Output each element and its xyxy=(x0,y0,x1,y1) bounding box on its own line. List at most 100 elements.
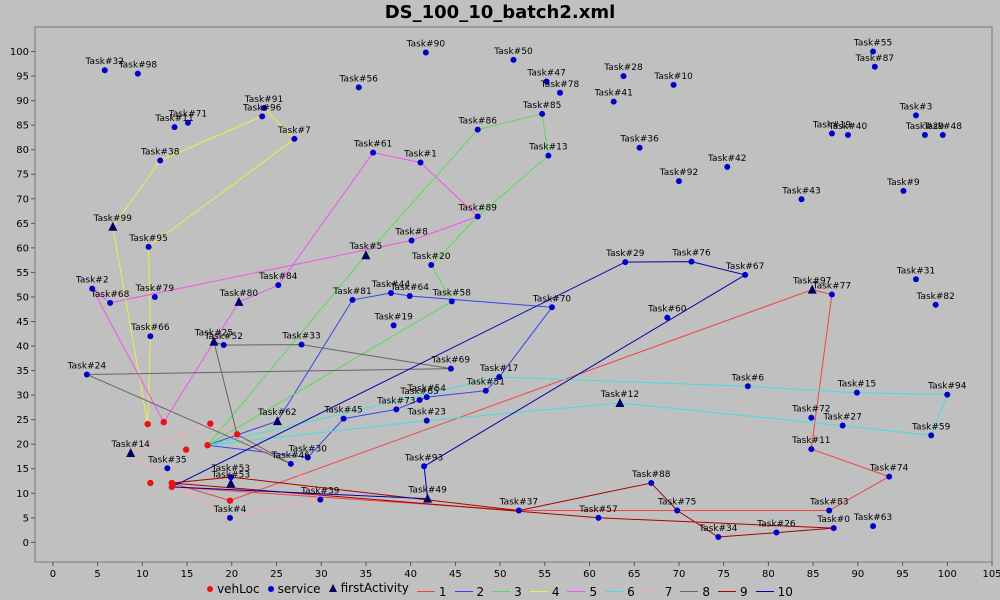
point-label: Task#96 xyxy=(242,103,282,113)
y-tick-label: 25 xyxy=(16,415,29,426)
point-label: Task#35 xyxy=(147,455,186,465)
point-label: Task#0 xyxy=(816,515,850,525)
x-tick-label: 60 xyxy=(583,569,596,580)
legend-label: service xyxy=(277,582,321,596)
x-tick-label: 70 xyxy=(673,569,686,580)
service-point xyxy=(539,110,546,117)
service-point xyxy=(636,144,643,151)
point-label: Task#27 xyxy=(822,413,861,423)
point-label: Task#46 xyxy=(271,451,311,461)
legend-item: 4 xyxy=(529,585,559,599)
service-point xyxy=(932,301,939,308)
service-point xyxy=(664,314,671,321)
point-label: Task#80 xyxy=(219,289,259,299)
point-label: Task#41 xyxy=(593,89,632,99)
point-label: Task#68 xyxy=(90,290,130,300)
legend-label: 3 xyxy=(514,584,522,599)
point-label: Task#13 xyxy=(528,143,567,153)
service-point xyxy=(260,104,267,111)
first-activity-point xyxy=(361,250,371,260)
service-point xyxy=(304,454,311,461)
y-tick-label: 95 xyxy=(16,72,29,83)
first-activity-point xyxy=(234,296,244,306)
service-point xyxy=(515,507,522,514)
point-label: Task#64 xyxy=(390,283,430,293)
legend-item: 9 xyxy=(718,585,748,599)
point-label: Task#97 xyxy=(792,277,831,287)
legend-item: 3 xyxy=(492,585,522,599)
service-point xyxy=(482,387,489,394)
service-point xyxy=(421,463,428,470)
point-label: Task#33 xyxy=(281,332,320,342)
service-point xyxy=(259,113,266,120)
service-point xyxy=(145,243,152,250)
x-tick-label: 45 xyxy=(449,569,462,580)
legend-line-symbol xyxy=(529,591,548,592)
service-point xyxy=(674,507,681,514)
legend-dot-symbol xyxy=(207,586,214,592)
point-label: Task#89 xyxy=(458,203,498,213)
legend-label: 5 xyxy=(589,584,598,599)
vehicle-location-point xyxy=(160,418,167,426)
point-label: Task#37 xyxy=(499,497,538,507)
point-label: Task#69 xyxy=(431,356,471,366)
legend-label: 6 xyxy=(627,584,635,599)
service-point xyxy=(89,285,96,292)
service-point xyxy=(423,417,430,424)
point-label: Task#26 xyxy=(756,520,796,530)
service-point xyxy=(83,371,90,378)
point-label: Task#29 xyxy=(605,249,645,259)
point-label: Task#25 xyxy=(194,329,233,339)
point-label: Task#32 xyxy=(85,57,124,67)
legend-line-symbol xyxy=(642,591,661,592)
point-label: Task#10 xyxy=(653,72,693,82)
first-activity-point xyxy=(423,493,433,503)
x-tick-label: 90 xyxy=(851,569,864,580)
legend-label: 1 xyxy=(438,584,447,599)
point-label: Task#43 xyxy=(781,186,820,196)
x-tick-label: 65 xyxy=(628,569,641,580)
plot-frame xyxy=(34,26,993,563)
x-tick-label: 85 xyxy=(807,569,820,580)
service-point xyxy=(900,187,907,194)
point-label: Task#45 xyxy=(323,406,362,416)
vehicle-location-point xyxy=(168,479,176,487)
service-point xyxy=(474,213,481,220)
point-label: Task#20 xyxy=(411,252,451,262)
point-label: Task#56 xyxy=(339,74,379,84)
legend-label: 2 xyxy=(476,584,485,599)
service-point xyxy=(670,81,677,88)
point-label: Task#6 xyxy=(730,373,764,383)
point-label: Task#40 xyxy=(828,122,868,132)
legend-item: service xyxy=(267,582,321,596)
y-tick-label: 45 xyxy=(16,317,29,328)
point-label: Task#5 xyxy=(349,242,383,252)
service-point xyxy=(828,291,835,298)
point-label: Task#36 xyxy=(619,135,659,145)
point-label: Task#61 xyxy=(353,140,392,150)
service-point xyxy=(939,131,946,138)
point-label: Task#83 xyxy=(809,497,848,507)
vehicle-location-point xyxy=(207,420,214,427)
y-tick-label: 55 xyxy=(16,268,29,279)
service-point xyxy=(773,529,780,536)
x-tick-label: 0 xyxy=(50,569,56,580)
point-label: Task#72 xyxy=(791,405,830,415)
service-point xyxy=(742,271,749,278)
point-label: Task#24 xyxy=(67,362,107,372)
legend-label: 9 xyxy=(740,584,748,599)
service-point xyxy=(370,149,377,156)
point-label: Task#91 xyxy=(244,95,283,105)
service-point xyxy=(134,70,141,77)
service-point xyxy=(317,496,324,503)
service-point xyxy=(220,342,227,349)
y-tick-label: 75 xyxy=(16,170,29,181)
legend-label: 10 xyxy=(777,584,793,599)
service-point xyxy=(101,67,108,74)
service-point xyxy=(870,48,877,55)
point-label: Task#1 xyxy=(403,149,437,159)
x-tick-label: 25 xyxy=(270,569,283,580)
first-activity-point xyxy=(226,478,236,488)
point-label: Task#87 xyxy=(855,54,894,64)
